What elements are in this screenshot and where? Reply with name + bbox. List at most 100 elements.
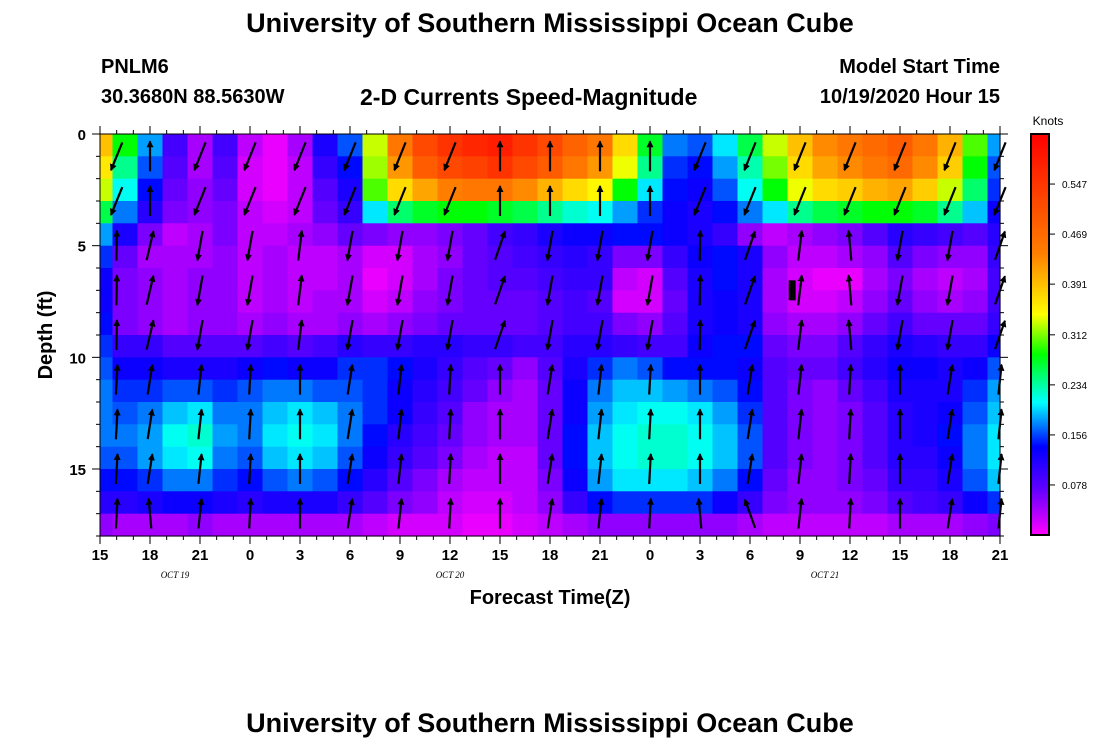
heatmap-cell (112, 513, 139, 537)
heatmap-cell (987, 446, 1001, 470)
heatmap-cell (187, 134, 214, 157)
heatmap-cell (912, 290, 939, 314)
current-vector (197, 363, 205, 395)
current-vector (644, 320, 654, 351)
heatmap-cell (412, 402, 439, 425)
heatmap-cell (262, 402, 289, 425)
current-vector (197, 453, 205, 485)
x-tick-label: 21 (992, 547, 1009, 564)
current-vector (397, 363, 405, 395)
heatmap-cell (337, 379, 364, 403)
heatmap-cell (462, 469, 489, 492)
heatmap-cell (762, 379, 789, 403)
heatmap-cell (437, 178, 464, 202)
heatmap-cell (662, 134, 689, 157)
heatmap-cell (100, 357, 114, 381)
x-tick-label: 18 (542, 547, 559, 564)
x-axis-label: Forecast Time(Z) (470, 587, 631, 609)
current-vector (797, 274, 805, 306)
heatmap-cell (412, 357, 439, 381)
heatmap-cell (812, 469, 839, 492)
heatmap-cell (187, 201, 214, 224)
heatmap-cell (462, 178, 489, 202)
heatmap-cell (100, 201, 114, 224)
heatmap-cell (712, 290, 739, 314)
colorbar-tick-label: 0.156 (1062, 431, 1087, 442)
heatmap-cell (787, 245, 814, 269)
current-vector (244, 275, 254, 307)
heatmap-cell (737, 379, 764, 403)
current-vector (494, 230, 507, 261)
heatmap-cell (112, 446, 139, 470)
heatmap-cell (387, 134, 414, 157)
heatmap-cell (662, 357, 689, 381)
heatmap-cell (562, 290, 589, 314)
current-vector (446, 453, 454, 485)
heatmap-cell (612, 223, 639, 247)
heatmap-cell (962, 424, 989, 448)
current-vector (444, 320, 454, 351)
heatmap-cell (100, 335, 114, 358)
heatmap-cell (212, 357, 239, 381)
heatmap-cell (237, 223, 264, 247)
heatmap-cell (662, 424, 689, 448)
current-vector (943, 186, 957, 216)
heatmap-cell (612, 201, 639, 224)
heatmap-cell (362, 424, 389, 448)
heatmap-cell (587, 268, 614, 291)
heatmap-cell (737, 245, 764, 269)
heatmap-cell (962, 469, 989, 492)
heatmap-cell (587, 312, 614, 336)
current-vector (746, 363, 755, 395)
heatmap-cell (712, 335, 739, 358)
heatmap-cell (437, 156, 464, 180)
heatmap-cell (812, 290, 839, 314)
current-vector (193, 141, 207, 172)
heatmap-cell (262, 491, 289, 515)
heatmap-cell (912, 201, 939, 224)
heatmap-cell (587, 379, 614, 403)
current-vector (693, 141, 707, 172)
heatmap-cell (562, 245, 589, 269)
heatmap-cell (712, 446, 739, 470)
heatmap-cell (937, 223, 964, 247)
heatmap-cell (662, 402, 689, 425)
heatmap-cell (612, 424, 639, 448)
date-label: OCT 19 (161, 570, 190, 580)
heatmap-cell (637, 223, 664, 247)
heatmap-cell (337, 134, 364, 157)
current-vector (293, 141, 307, 172)
current-vector (344, 230, 354, 262)
current-vector (446, 497, 454, 529)
heatmap-cell (987, 402, 1001, 425)
heatmap-cell (587, 469, 614, 492)
current-vector (246, 408, 254, 440)
heatmap-cell (512, 469, 539, 492)
heatmap-cell (562, 446, 589, 470)
heatmap-cell (962, 201, 989, 224)
heatmap-cell (987, 312, 1001, 336)
heatmap-cell (937, 178, 964, 202)
y-tick-label: 5 (78, 239, 86, 256)
heatmap-cell (362, 245, 389, 269)
heatmap-cell (837, 178, 864, 202)
heatmap-cell (187, 469, 214, 492)
heatmap-cell (937, 424, 964, 448)
heatmap-cell (787, 335, 814, 358)
heatmap-cell (912, 379, 939, 403)
heatmap-cell (812, 357, 839, 381)
heatmap-cell (112, 469, 139, 492)
heatmap-cell (312, 424, 339, 448)
heatmap-cell (762, 245, 789, 269)
heatmap-cell (162, 223, 189, 247)
heatmap-cell (337, 223, 364, 247)
heatmap-cell (837, 156, 864, 180)
heatmap-cell (337, 312, 364, 336)
current-vector (946, 497, 955, 529)
current-vector (696, 229, 704, 261)
current-vector (397, 408, 405, 440)
heatmap-cell (412, 312, 439, 336)
current-vector (743, 186, 757, 216)
heatmap-cell (362, 335, 389, 358)
current-vector (644, 275, 654, 307)
